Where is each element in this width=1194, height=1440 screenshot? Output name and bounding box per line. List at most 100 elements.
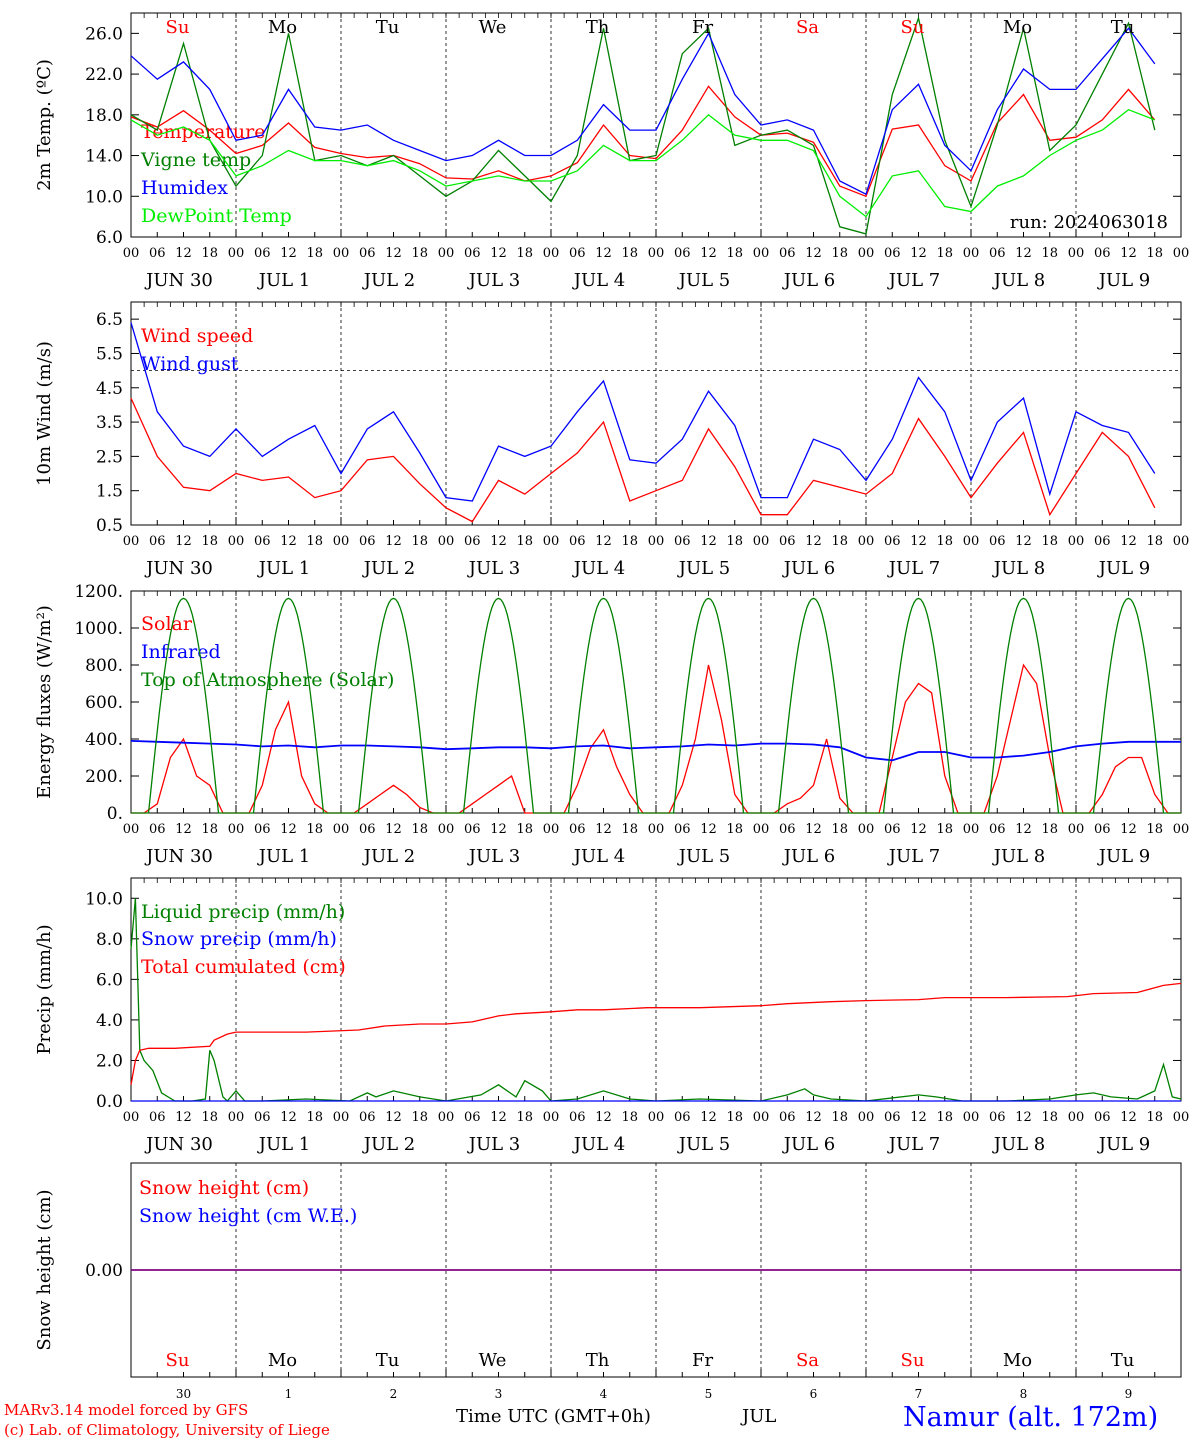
hour-tick-label: 18 (201, 246, 218, 261)
y-tick-label: 600. (85, 693, 123, 713)
hour-tick-label: 12 (385, 822, 402, 837)
hour-tick-label: 12 (490, 534, 507, 549)
hour-tick-label: 12 (490, 1110, 507, 1125)
y-tick-label: 0.5 (96, 516, 123, 536)
day-name-label: Fr (692, 1350, 713, 1371)
hour-tick-label: 12 (910, 534, 927, 549)
hour-tick-label: 18 (516, 246, 533, 261)
date-label: JUL 6 (782, 846, 836, 867)
hour-tick-label: 18 (201, 534, 218, 549)
hour-tick-label: 18 (831, 246, 848, 261)
hour-tick-label: 12 (910, 822, 927, 837)
hour-tick-label: 00 (963, 534, 980, 549)
day-number-label: 1 (285, 1387, 293, 1401)
hour-tick-label: 12 (595, 246, 612, 261)
hour-tick-label: 12 (1015, 246, 1032, 261)
hour-tick-label: 18 (936, 1110, 953, 1125)
hour-tick-label: 00 (123, 246, 140, 261)
hour-tick-label: 00 (543, 534, 560, 549)
hour-tick-label: 06 (1094, 534, 1111, 549)
hour-tick-label: 00 (858, 534, 875, 549)
hour-tick-label: 00 (963, 822, 980, 837)
date-label: JUL 5 (677, 558, 731, 579)
hour-tick-label: 12 (175, 1110, 192, 1125)
hour-tick-label: 12 (1015, 1110, 1032, 1125)
hour-tick-label: 06 (464, 246, 481, 261)
hour-tick-label: 00 (753, 1110, 770, 1125)
hour-tick-label: 00 (228, 246, 245, 261)
hour-tick-label: 00 (333, 246, 350, 261)
hour-tick-label: 18 (936, 534, 953, 549)
hour-tick-label: 12 (1015, 822, 1032, 837)
hour-tick-label: 06 (779, 1110, 796, 1125)
hour-tick-label: 06 (149, 534, 166, 549)
hour-tick-label: 18 (516, 534, 533, 549)
hour-tick-label: 06 (254, 1110, 271, 1125)
hour-tick-label: 06 (989, 246, 1006, 261)
hour-tick-label: 18 (201, 1110, 218, 1125)
legend-entry: Snow precip (mm/h) (141, 928, 337, 950)
hour-tick-label: 18 (936, 822, 953, 837)
hour-tick-label: 18 (1146, 1110, 1163, 1125)
hour-tick-label: 00 (963, 1110, 980, 1125)
hour-tick-label: 18 (201, 822, 218, 837)
month-label: JUL (742, 1406, 777, 1427)
hour-tick-label: 18 (726, 1110, 743, 1125)
hour-tick-label: 18 (411, 246, 428, 261)
y-tick-label: 1200. (74, 582, 123, 602)
y-axis-title: 2m Temp. (ºC) (34, 59, 55, 191)
hour-tick-label: 06 (1094, 1110, 1111, 1125)
hour-tick-label: 18 (621, 822, 638, 837)
y-tick-label: 0. (107, 804, 123, 824)
legend-entry: Vigne temp (140, 149, 251, 171)
hour-tick-label: 06 (779, 534, 796, 549)
series-line-2 (131, 597, 1181, 814)
legend-entry: Wind gust (141, 353, 239, 375)
series-line-1 (130, 322, 1156, 502)
hour-tick-label: 00 (333, 534, 350, 549)
date-label: JUL 8 (992, 846, 1046, 867)
day-name-label: Sa (796, 1350, 819, 1371)
hour-tick-label: 18 (1041, 246, 1058, 261)
y-tick-label: 200. (85, 767, 123, 787)
hour-tick-label: 00 (648, 1110, 665, 1125)
day-name-label: Tu (376, 17, 400, 38)
y-tick-label: 800. (85, 656, 123, 676)
date-label: JUN 30 (144, 270, 213, 291)
hour-tick-label: 00 (1173, 822, 1190, 837)
y-tick-label: 6.0 (96, 228, 123, 248)
date-label: JUL 2 (362, 1134, 416, 1155)
day-name-label: Su (166, 17, 190, 38)
hour-tick-label: 12 (175, 822, 192, 837)
day-number-label: 7 (915, 1387, 923, 1401)
hour-tick-label: 18 (306, 246, 323, 261)
date-label: JUL 7 (887, 558, 941, 579)
hour-tick-label: 00 (753, 822, 770, 837)
y-tick-label: 0.0 (96, 1092, 123, 1112)
y-tick-label: 14.0 (85, 147, 123, 167)
hour-tick-label: 18 (621, 246, 638, 261)
date-label: JUN 30 (144, 1134, 213, 1155)
y-tick-label: 4.5 (96, 379, 123, 399)
hour-tick-label: 06 (884, 246, 901, 261)
hour-tick-label: 06 (989, 822, 1006, 837)
y-tick-label: 10.0 (85, 187, 123, 207)
date-label: JUL 1 (257, 558, 311, 579)
hour-tick-label: 06 (149, 246, 166, 261)
hour-tick-label: 12 (595, 822, 612, 837)
hour-tick-label: 06 (674, 246, 691, 261)
legend-entry: Wind speed (141, 325, 253, 347)
model-credit-line2: (c) Lab. of Climatology, University of L… (4, 1421, 330, 1439)
day-number-label: 30 (176, 1387, 191, 1401)
hour-tick-label: 18 (1041, 1110, 1058, 1125)
hour-tick-label: 00 (123, 822, 140, 837)
hour-tick-label: 06 (989, 534, 1006, 549)
date-label: JUL 8 (992, 558, 1046, 579)
hour-tick-label: 00 (753, 246, 770, 261)
date-label: JUL 3 (467, 270, 521, 291)
hour-tick-label: 12 (1120, 822, 1137, 837)
hour-tick-label: 18 (621, 1110, 638, 1125)
hour-tick-label: 06 (359, 822, 376, 837)
hour-tick-label: 12 (490, 822, 507, 837)
